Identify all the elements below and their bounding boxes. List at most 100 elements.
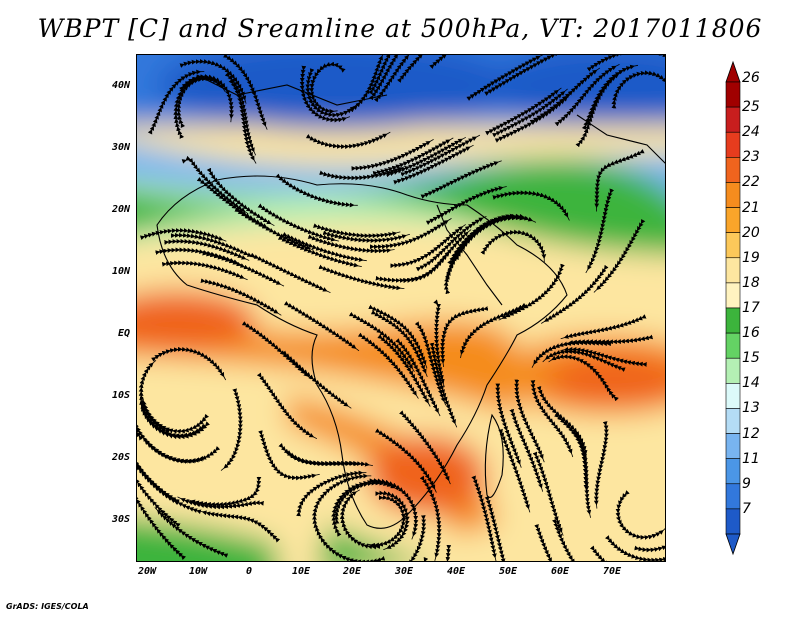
colorbar-swatch	[725, 483, 741, 510]
streamlines	[137, 55, 665, 561]
streamline	[445, 544, 452, 561]
lon-label-40e: 40E	[446, 566, 466, 577]
streamline	[309, 61, 346, 114]
colorbar-label: 21	[742, 199, 760, 216]
streamline	[137, 461, 202, 515]
streamline	[368, 55, 399, 101]
colorbar-top-arrow	[725, 60, 741, 83]
lon-label-20e: 20E	[342, 566, 362, 577]
colorbar-label: 17	[742, 300, 760, 316]
colorbar-label: 24	[742, 124, 760, 141]
coastlines	[156, 74, 665, 529]
colorbar-label: 11	[742, 450, 760, 467]
lat-label-eq: EQ	[117, 328, 130, 339]
streamline	[319, 165, 406, 181]
streamline	[220, 388, 243, 471]
streamline	[471, 475, 497, 561]
streamline	[283, 301, 360, 352]
colorbar-label: 16	[742, 325, 760, 342]
colorbar-label: 15	[742, 350, 760, 367]
colorbar-swatch	[725, 157, 741, 183]
colorbar-label: 12	[742, 425, 760, 442]
lon-label-20w: 20W	[137, 566, 157, 577]
colorbar-bottom-arrow	[725, 533, 741, 556]
streamline	[223, 55, 268, 130]
streamline	[202, 250, 285, 287]
streamline	[187, 476, 262, 507]
streamline	[423, 556, 429, 561]
streamline	[282, 232, 367, 263]
streamline	[396, 55, 423, 83]
grads-credit: GrADS: IGES/COLA	[6, 602, 89, 611]
colorbar-swatch	[725, 433, 741, 459]
lon-label-10e: 10E	[291, 566, 311, 577]
streamline	[420, 160, 502, 199]
lon-label-60e: 60E	[550, 566, 570, 577]
streamline	[494, 94, 571, 143]
colorbar-label: 20	[742, 224, 760, 241]
streamline	[151, 346, 227, 381]
streamline	[198, 510, 281, 543]
streamline	[534, 523, 552, 561]
streamline	[141, 396, 210, 434]
lat-label-30n: 30N	[111, 142, 130, 153]
lon-label-30e: 30E	[394, 566, 414, 577]
streamline	[305, 131, 391, 150]
streamline	[458, 214, 537, 252]
lat-label-30s: 30S	[111, 514, 130, 525]
colorbar-swatch	[725, 508, 741, 535]
colorbar-label: 9	[742, 475, 751, 492]
colorbar-swatch	[725, 257, 741, 284]
streamline	[572, 431, 592, 518]
colorbar-swatch	[725, 106, 741, 133]
streamline	[532, 451, 564, 536]
lon-label-50e: 50E	[498, 566, 518, 577]
streamline	[408, 515, 427, 561]
streamline	[466, 55, 544, 101]
lat-label-10n: 10N	[111, 266, 130, 277]
streamline	[296, 470, 367, 517]
lat-label-20n: 20N	[111, 204, 130, 215]
streamline	[593, 421, 609, 509]
streamline	[256, 372, 318, 440]
colorbar-label: 22	[742, 174, 760, 191]
colorbar-label: 23	[742, 149, 760, 166]
colorbar-swatch	[725, 383, 741, 409]
streamline	[605, 535, 665, 561]
colorbar-label: 13	[742, 400, 760, 417]
lon-label-10w: 10W	[188, 566, 208, 577]
colorbar-swatch	[725, 282, 741, 309]
colorbar-label: 14	[742, 375, 760, 392]
streamline	[313, 223, 401, 239]
streamline	[575, 71, 622, 148]
streamline	[414, 321, 447, 406]
streamline	[176, 76, 226, 129]
map-plot-area	[136, 54, 666, 562]
colorbar	[725, 60, 741, 556]
lat-label-10s: 10S	[111, 390, 130, 401]
streamline	[492, 190, 570, 221]
colorbar-label: 26	[742, 70, 760, 86]
colorbar-swatch	[725, 307, 741, 334]
streamline	[560, 314, 647, 340]
colorbar-swatch	[725, 458, 741, 485]
colorbar-label: 25	[742, 99, 760, 116]
colorbar-swatch	[725, 207, 741, 233]
streamline	[589, 545, 609, 561]
streamline	[318, 264, 405, 291]
lat-label-20s: 20S	[111, 452, 130, 463]
streamline	[314, 523, 386, 561]
chart-title: WBPT [C] and Sreamline at 500hPa, VT: 20…	[37, 14, 763, 43]
streamline	[429, 55, 447, 70]
colorbar-label: 18	[742, 274, 760, 291]
colorbar-label: 7	[742, 500, 751, 517]
streamline	[560, 346, 647, 367]
colorbar-swatch	[725, 182, 741, 208]
streamline	[611, 70, 665, 109]
streamline	[181, 155, 249, 215]
streamline	[275, 173, 358, 208]
streamline	[399, 410, 451, 485]
streamline	[531, 340, 611, 368]
lat-label-40n: 40N	[111, 80, 130, 91]
colorbar-swatch	[725, 332, 741, 359]
